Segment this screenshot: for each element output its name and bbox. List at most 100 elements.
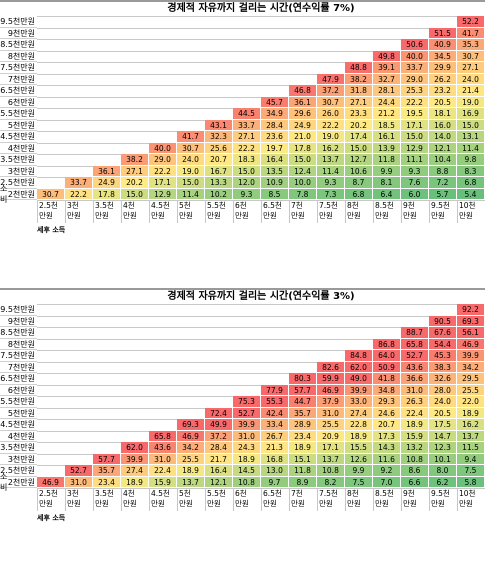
heatmap-cell: 52.7: [233, 407, 261, 419]
heatmap-cell: 14.0: [429, 131, 457, 143]
heatmap-cell: 92.2: [457, 304, 485, 316]
heatmap-cell: 18.9: [345, 430, 373, 442]
heatmap-cell: 31.8: [345, 85, 373, 97]
grid-line: [37, 488, 485, 489]
row-label: 9천만원: [0, 28, 37, 39]
heatmap-cell: 38.2: [345, 73, 373, 85]
heatmap-cell: 49.9: [205, 419, 233, 431]
heatmap-cell: 18.9: [457, 407, 485, 419]
heatmap-cell: 7.5: [457, 465, 485, 477]
heatmap-cell: 62.0: [345, 361, 373, 373]
column-header: 5천 만원: [177, 201, 205, 223]
table-separator: [0, 0, 485, 2]
heatmap-cell: 9.9: [345, 465, 373, 477]
heatmap-cell: 46.9: [37, 476, 65, 488]
heatmap-cell: 15.0: [121, 188, 149, 200]
column-header: 6천 만원: [233, 201, 261, 223]
row-label: 4천만원: [0, 431, 37, 442]
heatmap-cell: 11.4: [177, 188, 205, 200]
heatmap-cell: 84.8: [345, 350, 373, 362]
heatmap-cell: 33.0: [345, 396, 373, 408]
heatmap-cell: 33.7: [65, 177, 93, 189]
column-header: 3.5천 만원: [93, 489, 121, 511]
heatmap-cell: 18.1: [429, 108, 457, 120]
row-label: 7천만원: [0, 362, 37, 373]
heatmap-cell: 18.9: [401, 419, 429, 431]
table-title: 경제적 자유까지 걸리는 시간(연수익률 7%): [167, 3, 355, 14]
table-title: 경제적 자유까지 걸리는 시간(연수익률 3%): [167, 291, 355, 302]
row-label: 3.5천만원: [0, 443, 37, 454]
grid-line: [37, 200, 485, 201]
heatmap-cell: 15.5: [345, 442, 373, 454]
heatmap-cell: 72.4: [205, 407, 233, 419]
heatmap-cell: 10.9: [261, 177, 289, 189]
heatmap-cell: 20.2: [345, 119, 373, 131]
heatmap-cell: 39.9: [233, 419, 261, 431]
heatmap-cell: 57.7: [93, 453, 121, 465]
heatmap-cell: 22.8: [345, 419, 373, 431]
heatmap-cell: 40.0: [401, 50, 429, 62]
heatmap-cell: 65.8: [401, 338, 429, 350]
heatmap-cell: 34.2: [457, 361, 485, 373]
heatmap-cell: 29.3: [373, 396, 401, 408]
heatmap-cell: 8.1: [373, 177, 401, 189]
heatmap-cell: 24.9: [289, 119, 317, 131]
heatmap-cell: 8.5: [261, 188, 289, 200]
heatmap-cell: 82.6: [317, 361, 345, 373]
heatmap-cell: 10.1: [429, 453, 457, 465]
heatmap-cell: 8.7: [345, 177, 373, 189]
heatmap-cell: 35.7: [93, 465, 121, 477]
heatmap-cell: 5.4: [457, 188, 485, 200]
heatmap-cell: 39.1: [373, 62, 401, 74]
heatmap-cell: 65.8: [149, 430, 177, 442]
heatmap-cell: 48.8: [345, 62, 373, 74]
grid-line: [37, 85, 485, 86]
column-header: 9천 만원: [401, 489, 429, 511]
side-label: 소비: [0, 471, 8, 492]
heatmap-cell: 26.7: [261, 430, 289, 442]
heatmap-cell: 15.0: [233, 165, 261, 177]
heatmap-cell: 31.0: [233, 430, 261, 442]
grid-line: [37, 73, 485, 75]
column-header: 8.5천 만원: [373, 489, 401, 511]
heatmap-cell: 42.4: [261, 407, 289, 419]
heatmap-cell: 12.3: [429, 442, 457, 454]
heatmap-cell: 20.2: [121, 177, 149, 189]
heatmap-cell: 37.2: [205, 430, 233, 442]
heatmap-cell: 22.4: [149, 465, 177, 477]
heatmap-cell: 15.9: [149, 476, 177, 488]
heatmap-cell: 34.9: [261, 108, 289, 120]
column-header: 3천 만원: [65, 201, 93, 223]
heatmap-cell: 11.8: [373, 154, 401, 166]
heatmap-cell: 17.1: [401, 119, 429, 131]
heatmap-cell: 6.8: [457, 177, 485, 189]
row-label: 8.5천만원: [0, 40, 37, 51]
heatmap-cell: 20.7: [373, 419, 401, 431]
heatmap-cell: 18.9: [177, 465, 205, 477]
heatmap-cell: 88.7: [401, 327, 429, 339]
heatmap-cell: 8.9: [289, 476, 317, 488]
heatmap-cell: 29.0: [149, 154, 177, 166]
heatmap-cell: 13.7: [317, 154, 345, 166]
heatmap-cell: 25.5: [177, 453, 205, 465]
heatmap-cell: 16.2: [317, 142, 345, 154]
heatmap-cell: 7.5: [345, 476, 373, 488]
heatmap-cell: 38.3: [429, 361, 457, 373]
heatmap-cell: 29.9: [429, 62, 457, 74]
heatmap-cell: 52.7: [401, 350, 429, 362]
heatmap-cell: 5.7: [429, 188, 457, 200]
row-label: 2천만원: [0, 477, 37, 488]
heatmap-cell: 16.4: [205, 465, 233, 477]
heatmap-cell: 69.3: [457, 315, 485, 327]
column-header: 4.5천 만원: [149, 201, 177, 223]
heatmap-cell: 11.6: [373, 453, 401, 465]
heatmap-cell: 13.9: [373, 142, 401, 154]
heatmap-cell: 23.4: [289, 430, 317, 442]
row-label: 9천만원: [0, 316, 37, 327]
heatmap-cell: 7.3: [317, 188, 345, 200]
heatmap-cell: 16.7: [205, 165, 233, 177]
heatmap-cell: 24.3: [233, 442, 261, 454]
column-header: 8.5천 만원: [373, 201, 401, 223]
heatmap-cell: 10.8: [233, 476, 261, 488]
heatmap-cell: 28.4: [261, 119, 289, 131]
